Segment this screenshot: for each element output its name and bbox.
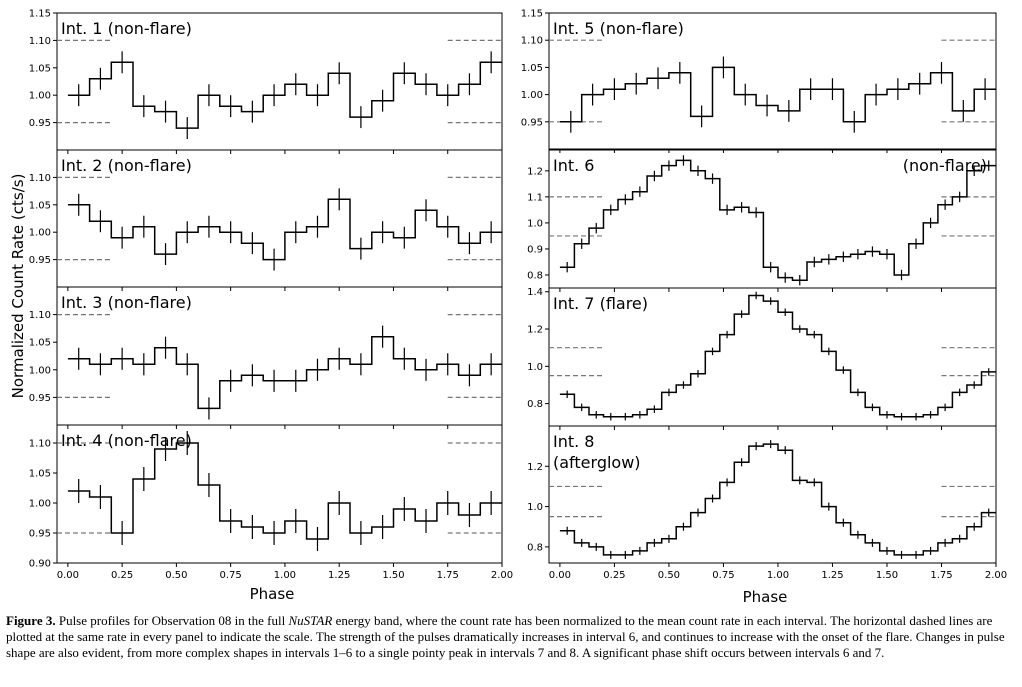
x-tick-label: 1.75	[930, 570, 952, 581]
panel-4: 0.90 0.95 1.00 1.05 1.10 0.00 0.25 0.50 0.75 1.00…	[29, 424, 513, 581]
x-tick-label: 2.00	[985, 570, 1007, 581]
y-tick-label: 0.95	[521, 117, 543, 128]
caption-label: Figure 3.	[6, 613, 56, 628]
figure-caption: Figure 3. Pulse profiles for Observation…	[6, 613, 1014, 662]
panel-label: Int. 3 (non-flare)	[61, 293, 192, 312]
step-profile	[559, 66, 996, 123]
x-tick-label: 0.25	[603, 570, 625, 581]
panel-8: 0.8 1.0 1.2 0.00 0.25 0.50 0.75 1.00 1.25 1.50 1.7…	[527, 425, 1007, 581]
y-tick-label: 1.05	[29, 63, 51, 74]
x-tick-label: 1.75	[437, 570, 459, 581]
y-tick-label: 1.2	[527, 166, 543, 177]
y-tick-label: 0.95	[29, 255, 51, 266]
y-tick-label: 1.0	[527, 362, 543, 373]
step-profile	[559, 159, 996, 281]
y-tick-label: 1.4	[527, 287, 543, 298]
panel-label: Int. 1 (non-flare)	[61, 19, 192, 38]
y-tick-label: 0.95	[29, 118, 51, 129]
caption-text-1: Pulse profiles for Observation 08 in the…	[55, 613, 289, 628]
y-axis-title: Normalized Count Rate (cts/s)	[9, 174, 27, 399]
y-tick-label: 0.95	[29, 393, 51, 404]
x-tick-label: 0.25	[111, 570, 133, 581]
panel-7: 0.8 1.0 1.2 1.4 Int. 7 (flare)	[527, 287, 997, 430]
x-tick-label: 2.00	[491, 570, 513, 581]
y-tick-label: 1.05	[29, 200, 51, 211]
y-tick-label: 1.1	[527, 192, 543, 203]
x-tick-label: 0.75	[712, 570, 734, 581]
panel-label: Int. 4 (non-flare)	[61, 431, 192, 450]
x-tick-label: 1.25	[328, 570, 350, 581]
panel-3: 0.95 1.00 1.05 1.10 Int. 3 (non-flare)	[29, 286, 503, 429]
y-tick-label: 1.10	[29, 36, 51, 47]
y-tick-label: 1.10	[29, 173, 51, 184]
x-tick-label: 1.00	[274, 570, 296, 581]
y-tick-label: 0.9	[527, 244, 543, 255]
x-axis-title-left: Phase	[250, 585, 295, 603]
y-tick-label: 1.0	[527, 502, 543, 513]
panel-label-2: (non-flare)	[903, 156, 987, 175]
panel-label-2: (afterglow)	[553, 453, 641, 472]
panel-6: 0.8 0.9 1.0 1.1 1.2 Int. 6 (non-flare)	[527, 149, 997, 292]
x-tick-label: 1.25	[821, 570, 843, 581]
panel-label: Int. 7 (flare)	[553, 294, 648, 313]
x-tick-label: 0.75	[220, 570, 242, 581]
panel-1: 0.95 1.00 1.05 1.10 1.15 Int. 1 (non-flare)	[29, 9, 503, 154]
y-tick-label: 1.2	[527, 325, 543, 336]
step-profile	[67, 198, 502, 261]
y-tick-label: 0.95	[29, 529, 51, 540]
panel-frame	[548, 425, 997, 564]
x-tick-label: 0.50	[658, 570, 680, 581]
panel-5: 0.95 1.00 1.05 1.10 1.15 Int. 5 (non-flare)	[521, 9, 997, 153]
panel-frame	[548, 12, 997, 150]
step-profile	[559, 294, 996, 418]
y-tick-label: 1.00	[29, 228, 51, 239]
x-tick-label: 0.00	[57, 570, 79, 581]
y-tick-label: 1.10	[29, 310, 51, 321]
y-tick-label: 1.2	[527, 462, 543, 473]
x-axis-title-right: Phase	[743, 588, 788, 606]
y-tick-label: 1.10	[29, 439, 51, 450]
y-tick-label: 1.10	[521, 36, 543, 47]
panel-label: Int. 5 (non-flare)	[553, 19, 684, 38]
y-tick-label: 1.15	[521, 9, 543, 20]
panel-label: Int. 8	[553, 432, 594, 451]
y-tick-label: 1.05	[29, 469, 51, 480]
y-tick-label: 1.00	[521, 90, 543, 101]
panel-frame	[56, 424, 503, 564]
y-tick-label: 1.00	[29, 365, 51, 376]
x-tick-label: 1.50	[876, 570, 898, 581]
y-tick-label: 1.05	[521, 63, 543, 74]
caption-italic: NuSTAR	[288, 613, 333, 628]
y-tick-label: 0.8	[527, 399, 543, 410]
y-tick-label: 0.8	[527, 270, 543, 281]
panel-label: Int. 6	[553, 156, 594, 175]
x-tick-label: 0.00	[549, 570, 571, 581]
panel-label: Int. 2 (non-flare)	[61, 156, 192, 175]
y-tick-label: 0.8	[527, 542, 543, 553]
y-tick-label: 1.00	[29, 91, 51, 102]
y-tick-label: 0.90	[29, 559, 51, 570]
y-tick-label: 1.15	[29, 9, 51, 20]
step-profile	[67, 61, 502, 129]
y-tick-label: 1.0	[527, 218, 543, 229]
y-tick-label: 1.05	[29, 338, 51, 349]
x-tick-label: 0.50	[165, 570, 187, 581]
step-profile	[67, 335, 502, 410]
step-profile	[67, 442, 502, 540]
panel-2: 0.95 1.00 1.05 1.10 Int. 2 (non-flare)	[29, 149, 503, 291]
x-tick-label: 1.00	[767, 570, 789, 581]
caption-text-2: energy band, where the count rate has be…	[6, 613, 1005, 661]
x-tick-label: 1.50	[382, 570, 404, 581]
y-tick-label: 1.00	[29, 499, 51, 510]
